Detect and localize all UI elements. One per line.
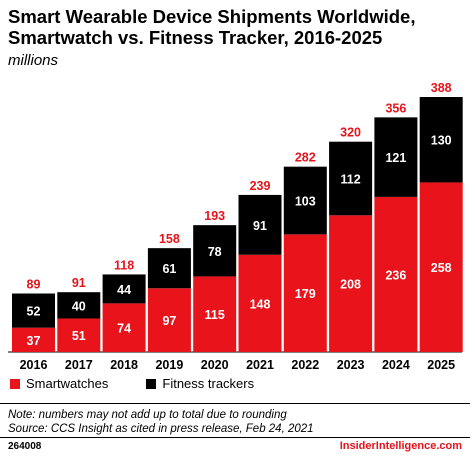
bar-fitness-trackers-2018	[102, 274, 146, 304]
bar-smartwatches-2018	[102, 303, 146, 352]
bar-fitness-trackers-2017	[57, 292, 101, 319]
bar-fitness-trackers-2021	[238, 194, 282, 255]
data-label-fitness-trackers-2016: 52	[27, 305, 41, 319]
total-label-2020: 193	[204, 209, 225, 223]
total-label-2024: 356	[385, 101, 406, 115]
bar-smartwatches-2025	[419, 182, 463, 352]
x-tick-label-2021: 2021	[246, 358, 274, 372]
legend-label-fitness-trackers: Fitness trackers	[162, 376, 255, 391]
x-tick-label-2019: 2019	[155, 358, 183, 372]
legend-label-smartwatches: Smartwatches	[26, 376, 109, 391]
data-label-smartwatches-2023: 208	[340, 278, 361, 292]
total-label-2023: 320	[340, 126, 361, 140]
bar-smartwatches-2019	[147, 288, 191, 352]
x-tick-label-2022: 2022	[291, 358, 319, 372]
x-tick-label-2023: 2023	[337, 358, 365, 372]
total-label-2021: 239	[250, 179, 271, 193]
x-tick-label-2025: 2025	[427, 358, 455, 372]
bar-fitness-trackers-2025	[419, 97, 463, 183]
data-label-fitness-trackers-2023: 112	[341, 172, 361, 186]
x-tick-label-2016: 2016	[20, 358, 48, 372]
footer-divider-top	[0, 403, 470, 404]
data-label-fitness-trackers-2020: 78	[208, 245, 222, 259]
bar-fitness-trackers-2022	[283, 166, 327, 235]
total-label-2017: 91	[72, 276, 86, 290]
chart-id: 264008	[8, 441, 42, 452]
x-tick-label-2024: 2024	[382, 358, 410, 372]
data-label-fitness-trackers-2024: 121	[385, 151, 406, 165]
bar-smartwatches-2021	[238, 254, 282, 352]
total-label-2019: 158	[159, 232, 180, 246]
bar-smartwatches-2020	[193, 276, 237, 352]
data-label-smartwatches-2019: 97	[162, 314, 176, 328]
note-text: Note: numbers may not add up to total du…	[8, 409, 287, 421]
bar-fitness-trackers-2020	[193, 225, 237, 277]
x-tick-label-2017: 2017	[65, 358, 93, 372]
total-label-2016: 89	[27, 278, 41, 292]
bar-fitness-trackers-2023	[329, 141, 373, 216]
data-label-smartwatches-2024: 236	[385, 268, 406, 282]
brand-link[interactable]: InsiderIntelligence.com	[339, 440, 462, 452]
data-label-fitness-trackers-2025: 130	[431, 134, 452, 148]
data-label-fitness-trackers-2018: 44	[117, 283, 131, 297]
bar-smartwatches-2023	[329, 215, 373, 352]
source-text: Source: CCS Insight as cited in press re…	[8, 423, 314, 435]
data-label-smartwatches-2021: 148	[250, 297, 271, 311]
chart-title: Smart Wearable Device Shipments Worldwid…	[8, 6, 416, 48]
footer-divider-bottom	[0, 437, 470, 438]
data-label-smartwatches-2018: 74	[117, 322, 131, 336]
data-label-smartwatches-2025: 258	[431, 261, 452, 275]
total-label-2022: 282	[295, 151, 316, 165]
data-label-smartwatches-2017: 51	[72, 329, 86, 343]
legend-item-smartwatches: Smartwatches	[10, 376, 108, 391]
data-label-fitness-trackers-2019: 61	[162, 262, 176, 276]
bar-fitness-trackers-2016	[12, 293, 55, 328]
bar-smartwatches-2016	[12, 327, 55, 352]
total-label-2018: 118	[114, 258, 134, 272]
bar-smartwatches-2022	[283, 234, 327, 352]
data-label-smartwatches-2016: 37	[27, 334, 41, 348]
legend-swatch-smartwatches	[10, 378, 20, 389]
legend-item-fitness-trackers: Fitness trackers	[146, 376, 254, 391]
legend-swatch-fitness-trackers	[146, 378, 157, 389]
data-label-fitness-trackers-2021: 91	[253, 219, 267, 233]
total-label-2025: 388	[431, 81, 452, 95]
x-tick-label-2020: 2020	[201, 358, 229, 372]
bar-smartwatches-2024	[374, 196, 418, 352]
bar-fitness-trackers-2019	[147, 248, 191, 289]
stacked-bar-chart: 37 52 89 2016 51 40 91 2017 74 44 118 2018 97 61 158 20…	[8, 81, 463, 372]
data-label-fitness-trackers-2017: 40	[72, 299, 86, 313]
chart-subtitle: millions	[8, 52, 59, 69]
footnote: Note: numbers may not add up to total du…	[8, 408, 314, 436]
x-tick-label-2018: 2018	[110, 358, 138, 372]
bar-smartwatches-2017	[57, 318, 101, 352]
data-label-fitness-trackers-2022: 103	[295, 195, 316, 209]
bars-group: 37 52 89 2016 51 40 91 2017 74 44 118 2018 97 61 158 20…	[12, 81, 463, 372]
legend: Smartwatches Fitness trackers	[10, 376, 292, 391]
data-label-smartwatches-2022: 179	[295, 287, 316, 301]
bar-fitness-trackers-2024	[374, 117, 418, 197]
data-label-smartwatches-2020: 115	[205, 308, 225, 322]
